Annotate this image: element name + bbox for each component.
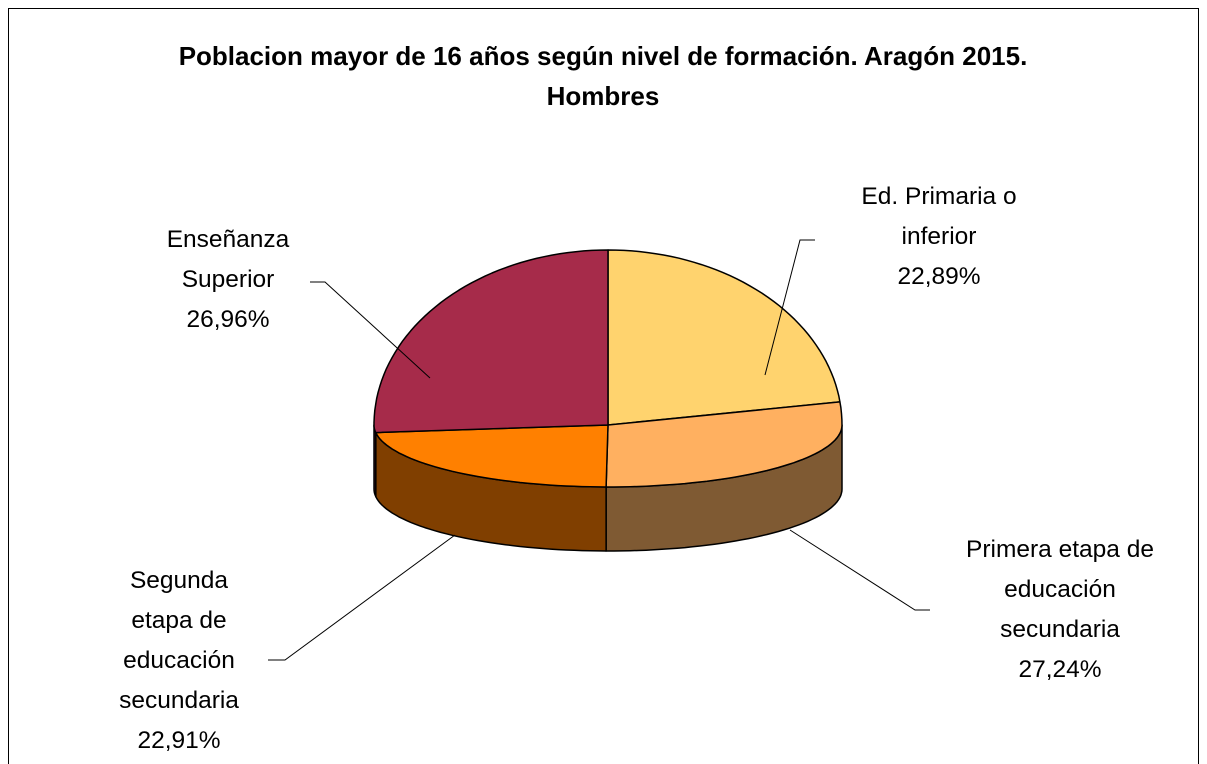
leader-line <box>268 534 456 661</box>
slice <box>605 401 843 488</box>
category-label: Enseñanza Superior <box>166 226 290 293</box>
slice-side <box>373 424 377 498</box>
chart-frame <box>8 8 1199 764</box>
leader-line <box>789 529 930 611</box>
value-label: 22,89% <box>897 263 981 290</box>
value-label: 27,24% <box>1018 656 1102 683</box>
leader-lines <box>268 239 930 661</box>
leader-line <box>764 239 815 376</box>
category-label: Ed. Primaria o inferior <box>861 183 1017 250</box>
slice-label: Enseñanza Superior 26,96% <box>148 220 308 340</box>
slice-label: Ed. Primaria o inferior 22,89% <box>834 177 1044 297</box>
value-label: 26,96% <box>186 306 270 333</box>
leader-line <box>310 281 431 379</box>
category-label: Segunda etapa de educación secundaria <box>119 567 239 714</box>
value-label: 22,91% <box>137 727 221 754</box>
slice <box>607 249 841 426</box>
pie <box>373 249 843 552</box>
category-label: Primera etapa de educación secundaria <box>966 536 1154 643</box>
slice <box>373 249 609 434</box>
slice-label: Segunda etapa de educación secundaria 22… <box>99 561 259 761</box>
slice <box>375 424 609 488</box>
slice-label: Primera etapa de educación secundaria 27… <box>960 530 1160 690</box>
chart-title: Poblacion mayor de 16 años según nivel d… <box>178 41 1028 111</box>
